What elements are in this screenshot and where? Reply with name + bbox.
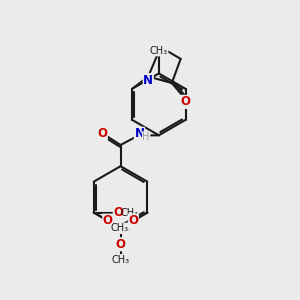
Text: O: O — [128, 214, 138, 227]
Text: O: O — [113, 206, 123, 219]
Text: N: N — [134, 127, 144, 140]
Text: N: N — [143, 74, 153, 87]
Text: CH₃: CH₃ — [111, 223, 129, 233]
Text: CH₃: CH₃ — [150, 46, 168, 56]
Text: CH₃: CH₃ — [112, 254, 130, 265]
Text: O: O — [97, 127, 107, 140]
Text: O: O — [103, 214, 113, 227]
Text: H: H — [142, 132, 150, 142]
Text: CH₃: CH₃ — [121, 208, 139, 218]
Text: CH₃: CH₃ — [112, 223, 130, 233]
Text: O: O — [116, 238, 126, 251]
Text: O: O — [180, 95, 190, 108]
